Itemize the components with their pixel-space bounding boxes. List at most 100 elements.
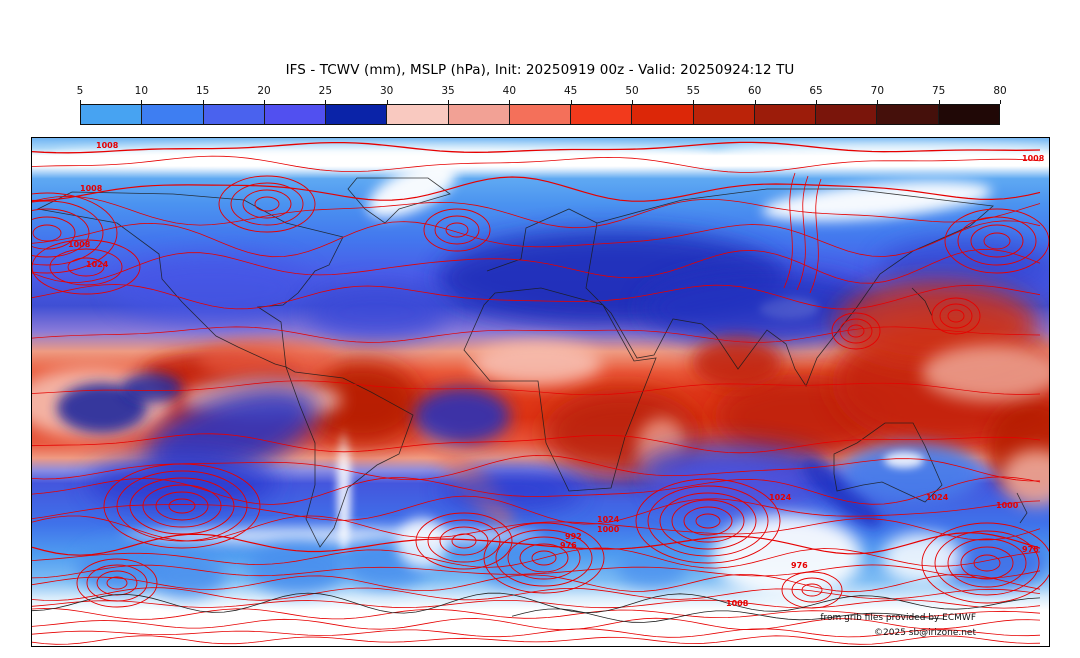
isobar-ring (939, 303, 973, 329)
isobar-ring (32, 239, 141, 295)
isobar-ring (32, 200, 104, 266)
isobar-line (32, 573, 1041, 593)
isobar-ring (839, 318, 873, 344)
isobar-ring (507, 536, 581, 580)
isobar-line (32, 628, 1041, 638)
colorbar-tick-mark (448, 100, 449, 104)
isobar-label: 1008 (68, 240, 91, 249)
isobar-label: 1008 (1022, 154, 1045, 163)
antarctic-coast-segment (32, 592, 1041, 614)
isobar-ring (947, 538, 1027, 588)
isobar-ring (831, 312, 881, 350)
isobar-line (32, 326, 1041, 343)
isobar-line (32, 515, 1041, 542)
isobar-label: 1008 (96, 141, 119, 150)
colorbar-tick-mark (693, 100, 695, 104)
isobar-ring (944, 208, 1049, 274)
colorbar-swatch (81, 105, 143, 124)
isobar-labels: 1008 1008 1008 1024 1008 1024 1000 992 976 976 100… (68, 141, 1045, 608)
isobar-line (32, 284, 1041, 310)
colorbar-tick-mark (264, 100, 265, 104)
isobar-ring (423, 208, 491, 252)
isobar-ring (847, 324, 865, 338)
isobar-ring (254, 196, 280, 212)
isobar-line (32, 454, 1040, 482)
colorbar-tick-mark (80, 100, 81, 104)
colorbar-tick-label: 60 (747, 85, 762, 97)
colorbar-tick-mark (754, 100, 756, 104)
isobar-line (32, 617, 1041, 631)
colorbar-tick-label: 15 (195, 85, 210, 97)
colorbar-tick-label: 40 (502, 85, 517, 97)
isobar-label: 1024 (926, 493, 949, 502)
colorbar-swatch (938, 105, 999, 124)
isobar-line (32, 587, 1041, 601)
isobar-label: 1008 (80, 184, 103, 193)
isobar-label: 976 (1022, 545, 1039, 554)
colorbar-tick-label: 80 (993, 85, 1007, 97)
colorbar-tick-mark (877, 100, 879, 104)
isobar-label: 1008 (726, 599, 749, 608)
isobar-ring (791, 577, 833, 603)
attribution: from grib files provided by ECMWF ©2025 … (820, 611, 976, 641)
isobar-ring (96, 570, 138, 596)
colorbar-swatch (264, 105, 327, 124)
isobar-label: 1024 (597, 515, 620, 524)
colorbar-tick-mark (325, 100, 327, 104)
isobar-ring (168, 498, 196, 514)
isobar-ring (947, 309, 965, 323)
colorbar (80, 104, 1000, 125)
colorbar-swatch (816, 105, 878, 124)
isobar-label: 992 (565, 532, 582, 541)
colorbar-swatch (571, 105, 633, 124)
attribution-copyright: ©2025 sb@irizone.net (874, 628, 976, 638)
colorbar-tick-mark (632, 100, 633, 104)
isobar-ring (934, 530, 1040, 596)
isobar-ring (32, 192, 118, 274)
colorbar-tick-mark (386, 100, 388, 104)
attribution-source: from grib files provided by ECMWF (820, 613, 976, 623)
isobar-ring (801, 583, 823, 597)
colorbar-swatch (632, 105, 694, 124)
isobar-ring (445, 222, 469, 238)
colorbar-swatch (877, 105, 939, 124)
isobar-label: 1024 (769, 493, 792, 502)
isobar-ring (76, 558, 158, 608)
isobar-line (32, 195, 1041, 229)
colorbar-tick-mark (816, 100, 817, 104)
chart-title: IFS - TCWV (mm), MSLP (hPa), Init: 20250… (285, 62, 795, 78)
coastlines (36, 177, 1028, 548)
colorbar-tick-label: 35 (441, 85, 455, 97)
isobar-ring (67, 257, 105, 277)
isobar-ring (695, 513, 721, 529)
isobar-ring (531, 550, 557, 566)
map-canvas: 1008 1008 1008 1024 1008 1024 1000 992 976 976 100… (32, 138, 1049, 646)
isobar-ring (683, 506, 733, 536)
isobar-line (32, 141, 1041, 154)
isobar-label: 976 (791, 561, 808, 570)
colorbar-tick-mark (570, 100, 572, 104)
isobar-ring (242, 189, 292, 219)
isobar-line (32, 476, 1041, 505)
colorbar-tick-label: 70 (870, 85, 885, 97)
isobar-ring (519, 543, 569, 573)
isobar-line (32, 176, 1041, 202)
isobar-ring (129, 477, 235, 535)
tcwv-field-blobs (32, 144, 1049, 598)
isobar-ring (106, 576, 128, 590)
colorbar-tick-label: 10 (134, 85, 149, 97)
isobar-label: 1000 (996, 501, 1019, 510)
colorbar-tick-label: 50 (625, 85, 639, 97)
isobar-ring (230, 182, 304, 226)
isobar-line (32, 607, 1041, 620)
colorbar-tick-label: 30 (379, 85, 394, 97)
isobar-line (32, 547, 1041, 569)
colorbar-swatch (448, 105, 510, 124)
isobar-ring (32, 208, 90, 258)
colorbar-tick-mark (1000, 100, 1001, 104)
isobar-ring (635, 478, 781, 564)
pressure-center-rings (32, 175, 1049, 609)
isobar-ring (218, 175, 316, 233)
colorbar-tick-mark (202, 100, 204, 104)
